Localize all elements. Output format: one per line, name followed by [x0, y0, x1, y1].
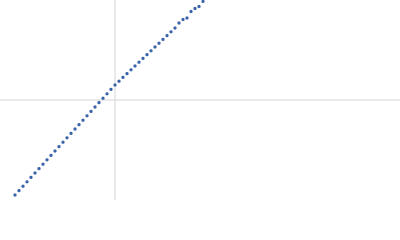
point — [149, 49, 153, 53]
point — [73, 127, 77, 131]
point — [97, 101, 101, 105]
point — [173, 26, 177, 30]
chart — [0, 0, 400, 200]
point — [53, 149, 57, 153]
point — [29, 175, 33, 179]
point — [93, 105, 97, 109]
point — [117, 79, 121, 83]
point — [161, 37, 165, 42]
point — [61, 140, 65, 144]
point — [109, 87, 113, 91]
point — [185, 16, 189, 20]
point — [81, 118, 85, 122]
point — [77, 123, 81, 127]
point — [49, 153, 53, 157]
point — [65, 136, 69, 140]
point — [21, 184, 25, 188]
point — [181, 17, 185, 22]
point — [145, 53, 149, 57]
point — [201, 0, 205, 3]
point — [121, 75, 125, 79]
point — [129, 68, 133, 72]
point — [25, 180, 29, 184]
point — [85, 114, 89, 118]
point — [45, 158, 49, 162]
point — [101, 96, 105, 100]
point — [113, 83, 117, 87]
point — [153, 45, 157, 49]
point — [137, 60, 141, 64]
point — [133, 64, 137, 68]
point — [105, 92, 109, 96]
point — [165, 34, 169, 38]
point — [69, 131, 73, 135]
point — [13, 193, 17, 197]
point — [37, 167, 41, 171]
point — [57, 145, 61, 149]
point — [169, 30, 173, 34]
point — [189, 9, 193, 14]
point — [125, 72, 129, 76]
point — [177, 21, 181, 25]
point — [193, 6, 197, 11]
point — [141, 56, 145, 61]
point — [17, 189, 21, 193]
point — [89, 109, 93, 113]
point — [41, 162, 45, 166]
point — [157, 41, 161, 45]
point — [33, 171, 37, 175]
point — [197, 4, 201, 9]
